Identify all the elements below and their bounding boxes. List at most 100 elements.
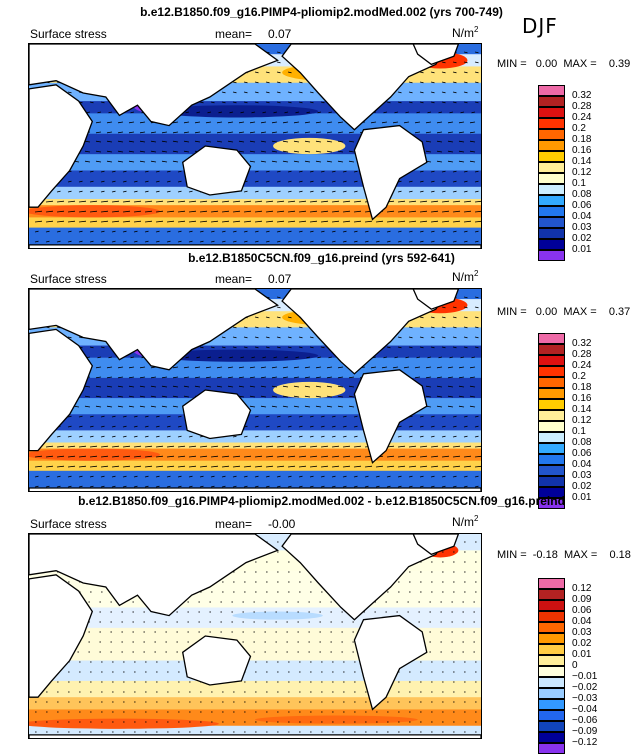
- colorbar-label: 0.09: [572, 594, 592, 605]
- colorbar-label: −0.12: [572, 737, 598, 748]
- landmass-greenland: [412, 534, 460, 556]
- colorbar-swatch: [538, 589, 565, 600]
- colorbar-swatch: [538, 611, 565, 622]
- colorbar-swatch: [538, 162, 565, 173]
- colorbar-swatch: [538, 333, 565, 344]
- colorbar-label: 0.14: [572, 156, 592, 167]
- colorbar-label: −0.02: [572, 682, 598, 693]
- colorbar-label: 0.01: [572, 244, 592, 255]
- colorbar-swatch: [538, 399, 565, 410]
- landmass-eurasia: [29, 534, 279, 617]
- colorbar-swatch: [538, 410, 565, 421]
- colorbar-label: −0.06: [572, 715, 598, 726]
- panel-1-mean-value: 0.07: [268, 27, 292, 41]
- colorbar-label: 0.04: [572, 459, 592, 470]
- colorbar-swatch: [538, 366, 565, 377]
- colorbar-swatch: [538, 206, 565, 217]
- landmass-africa: [29, 84, 94, 208]
- landmass-africa: [29, 328, 94, 452]
- panel-1-map: [28, 43, 482, 249]
- colorbar-swatch: [538, 217, 565, 228]
- colorbar-swatch: [538, 432, 565, 443]
- panel-1-minmax: MIN = 0.00 MAX = 0.39: [497, 58, 631, 70]
- panel-3-variable: Surface stress: [30, 517, 107, 531]
- colorbar-swatch: [538, 250, 565, 261]
- colorbar-swatch: [538, 666, 565, 677]
- panel-2: b.e12.B1850C5CN.f09_g16.preind (yrs 592-…: [0, 248, 643, 509]
- landmass-australia: [181, 145, 252, 196]
- panel-3-mean-label: mean=: [215, 517, 253, 531]
- colorbar-swatch: [538, 355, 565, 366]
- landmass-greenland: [412, 289, 460, 310]
- colorbar-label: 0.12: [572, 415, 592, 426]
- colorbar-label: 0.12: [572, 167, 592, 178]
- colorbar-label: 0.1: [572, 426, 586, 437]
- colorbar-swatch: [538, 118, 565, 129]
- colorbar-label: −0.04: [572, 704, 598, 715]
- colorbar-label: 0.03: [572, 627, 592, 638]
- colorbar-swatch: [538, 622, 565, 633]
- colorbar-label: 0.16: [572, 393, 592, 404]
- colorbar-label: 0.2: [572, 123, 586, 134]
- panel-2-mean-label: mean=: [215, 272, 253, 286]
- colorbar-label: 0.04: [572, 616, 592, 627]
- landmass-africa: [29, 574, 94, 698]
- landmass-antarctica: [29, 487, 481, 491]
- colorbar-label: 0.08: [572, 437, 592, 448]
- colorbar-label: 0.03: [572, 222, 592, 233]
- colorbar-label: 0.06: [572, 605, 592, 616]
- landmass-greenland: [412, 44, 460, 66]
- colorbar-label: 0.06: [572, 448, 592, 459]
- landmass-antarctica: [29, 244, 481, 248]
- colorbar-swatch: [538, 732, 565, 743]
- panel-1-variable: Surface stress: [30, 27, 107, 41]
- colorbar-label: 0.01: [572, 649, 592, 660]
- colorbar-swatch: [538, 239, 565, 250]
- colorbar-swatch: [538, 677, 565, 688]
- colorbar-swatch: [538, 184, 565, 195]
- map-canvas: [29, 289, 481, 491]
- colorbar-label: 0.2: [572, 371, 586, 382]
- map-canvas: [29, 534, 481, 738]
- colorbar-label: 0.16: [572, 145, 592, 156]
- colorbar-label: −0.03: [572, 693, 598, 704]
- map-canvas: [29, 44, 481, 248]
- colorbar-swatch: [538, 228, 565, 239]
- colorbar-swatch: [538, 465, 565, 476]
- colorbar-swatch: [538, 454, 565, 465]
- landmass-australia: [181, 635, 252, 686]
- panel-1: b.e12.B1850.f09_g16.PIMP4-pliomip2.modMe…: [0, 0, 643, 261]
- colorbar-swatch: [538, 96, 565, 107]
- colorbar-swatch: [538, 377, 565, 388]
- panel-1-title: b.e12.B1850.f09_g16.PIMP4-pliomip2.modMe…: [140, 5, 503, 19]
- landmass-eurasia: [29, 289, 279, 371]
- panel-3-title: b.e12.B1850.f09_g16.PIMP4-pliomip2.modMe…: [78, 494, 565, 508]
- panel-3: b.e12.B1850.f09_g16.PIMP4-pliomip2.modMe…: [0, 494, 643, 754]
- panel-2-title: b.e12.B1850C5CN.f09_g16.preind (yrs 592-…: [188, 251, 455, 265]
- colorbar-label: 0.03: [572, 470, 592, 481]
- panel-2-map: [28, 288, 482, 492]
- colorbar-label: 0.18: [572, 382, 592, 393]
- colorbar-swatch: [538, 421, 565, 432]
- colorbar-swatch: [538, 655, 565, 666]
- colorbar-label: 0.08: [572, 189, 592, 200]
- colorbar-label: 0.02: [572, 638, 592, 649]
- landmass-s-america: [353, 614, 428, 711]
- colorbar-swatch: [538, 498, 565, 509]
- colorbar-label: 0.24: [572, 360, 592, 371]
- colorbar-swatch: [538, 633, 565, 644]
- colorbar-swatch: [538, 85, 565, 96]
- colorbar-swatch: [538, 443, 565, 454]
- colorbar-label: 0.06: [572, 200, 592, 211]
- panel-3-minmax: MIN = -0.18 MAX = 0.18: [497, 549, 631, 561]
- landmass-eurasia: [29, 44, 279, 127]
- colorbar-swatch: [538, 195, 565, 206]
- panel-2-variable: Surface stress: [30, 272, 107, 286]
- colorbar-swatch: [538, 476, 565, 487]
- landmass-australia: [181, 389, 252, 440]
- colorbar-swatch: [538, 173, 565, 184]
- colorbar-label: 0.28: [572, 101, 592, 112]
- landmass-antarctica: [29, 734, 481, 738]
- colorbar-label: −0.01: [572, 671, 598, 682]
- colorbar-swatch: [538, 344, 565, 355]
